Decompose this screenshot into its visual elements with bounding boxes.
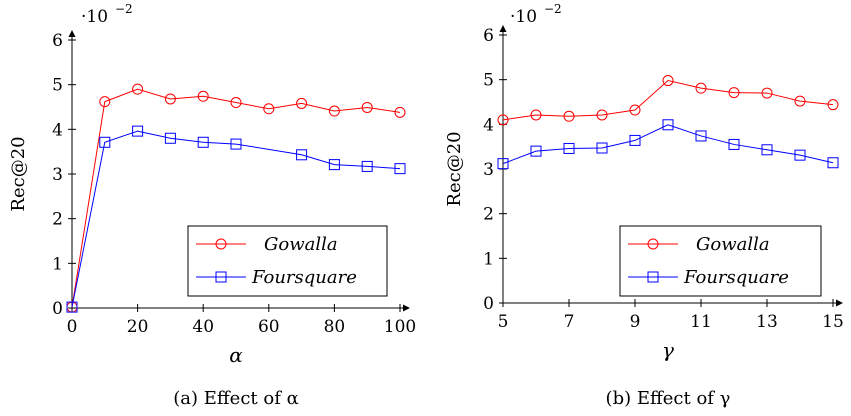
y-tick-label: 3 — [483, 160, 494, 180]
data-point-gowalla — [596, 109, 608, 121]
legend-label-gowalla: Gowalla — [696, 234, 770, 255]
legend-box — [187, 225, 388, 297]
data-point-gowalla — [263, 103, 275, 115]
x-tick-label: 5 — [498, 312, 509, 332]
data-point-foursquare — [99, 136, 111, 148]
data-point-gowalla — [662, 75, 674, 87]
data-point-foursquare — [596, 142, 608, 154]
y-multiplier-exponent: −2 — [544, 2, 562, 16]
data-point-gowalla — [164, 93, 176, 105]
y-axis-label: Rec@20 — [8, 136, 29, 211]
x-axis-label: γ — [662, 338, 674, 362]
y-tick-label: 5 — [52, 76, 63, 96]
series-line-gowalla — [502, 80, 834, 121]
data-point-foursquare — [695, 130, 707, 142]
x-axis-arrow — [403, 304, 410, 312]
x-tick-label: 9 — [630, 312, 641, 332]
data-point-gowalla — [827, 99, 839, 111]
data-point-gowalla — [695, 82, 707, 94]
data-point-gowalla — [99, 96, 111, 108]
data-point-foursquare — [761, 144, 773, 156]
x-tick-label: 60 — [258, 317, 280, 337]
series-line-gowalla — [71, 88, 401, 308]
data-point-gowalla — [361, 101, 373, 113]
y-multiplier-exponent: −2 — [115, 2, 133, 16]
x-tick-label: 100 — [384, 317, 416, 337]
chart-caption: (b) Effect of γ — [606, 388, 731, 409]
data-point-foursquare — [164, 132, 176, 144]
data-point-foursquare — [662, 119, 674, 131]
data-point-gowalla — [728, 87, 740, 99]
data-point-gowalla — [563, 110, 575, 122]
data-point-gowalla — [394, 106, 406, 118]
data-point-gowalla — [629, 104, 641, 116]
x-tick-label: 13 — [756, 312, 778, 332]
x-tick-label: 80 — [324, 317, 346, 337]
data-point-foursquare — [629, 134, 641, 146]
data-point-foursquare — [361, 160, 373, 172]
legend-marker-gowalla — [215, 238, 227, 250]
x-tick-label: 20 — [127, 317, 149, 337]
legend-label-foursquare: Foursquare — [683, 267, 789, 288]
x-tick-label: 40 — [192, 317, 214, 337]
y-tick-label: 1 — [483, 249, 494, 269]
data-point-gowalla — [132, 83, 144, 95]
data-point-foursquare — [66, 301, 78, 313]
data-point-gowalla — [497, 114, 509, 126]
y-tick-label: 6 — [483, 26, 494, 46]
data-point-gowalla — [328, 105, 340, 117]
data-point-foursquare — [563, 142, 575, 154]
legend-label-gowalla: Gowalla — [264, 234, 338, 255]
x-tick-label: 7 — [564, 312, 575, 332]
y-axis-arrow — [499, 25, 507, 32]
legend-marker-foursquare — [215, 271, 227, 283]
y-tick-label: 0 — [52, 299, 63, 319]
data-point-gowalla — [296, 97, 308, 109]
data-point-gowalla — [197, 90, 209, 102]
y-tick-label: 5 — [483, 71, 494, 91]
data-point-foursquare — [132, 125, 144, 137]
data-point-gowalla — [530, 109, 542, 121]
y-axis-label: Rec@20 — [444, 131, 465, 206]
y-multiplier: ·10 — [510, 7, 537, 27]
series-line-foursquare — [502, 124, 834, 165]
data-point-foursquare — [197, 136, 209, 148]
x-tick-label: 0 — [67, 317, 78, 337]
data-point-gowalla — [230, 97, 242, 109]
y-tick-label: 2 — [483, 205, 494, 225]
y-tick-label: 3 — [52, 165, 63, 185]
data-point-foursquare — [497, 158, 509, 170]
series-line-foursquare — [71, 130, 401, 308]
data-point-foursquare — [728, 138, 740, 150]
data-point-foursquare — [328, 159, 340, 171]
data-point-gowalla — [794, 95, 806, 107]
data-point-foursquare — [296, 149, 308, 161]
y-tick-label: 4 — [52, 120, 63, 140]
y-tick-label: 2 — [52, 210, 63, 230]
y-tick-label: 1 — [52, 254, 63, 274]
y-multiplier: ·10 — [81, 7, 108, 27]
y-tick-label: 6 — [52, 31, 63, 51]
y-tick-label: 4 — [483, 115, 494, 135]
data-point-foursquare — [827, 157, 839, 169]
legend-box — [619, 225, 822, 297]
x-tick-label: 11 — [690, 312, 712, 332]
y-tick-label: 0 — [483, 294, 494, 314]
x-tick-label: 15 — [822, 312, 844, 332]
y-axis-arrow — [68, 30, 76, 37]
legend-marker-foursquare — [647, 271, 659, 283]
legend-marker-gowalla — [647, 238, 659, 250]
legend-label-foursquare: Foursquare — [251, 267, 357, 288]
data-point-foursquare — [230, 138, 242, 150]
data-point-foursquare — [530, 145, 542, 157]
x-axis-arrow — [836, 299, 843, 307]
x-axis-label: α — [229, 343, 243, 367]
data-point-foursquare — [394, 163, 406, 175]
data-point-foursquare — [794, 149, 806, 161]
data-point-gowalla — [761, 87, 773, 99]
chart-caption: (a) Effect of α — [173, 388, 299, 409]
